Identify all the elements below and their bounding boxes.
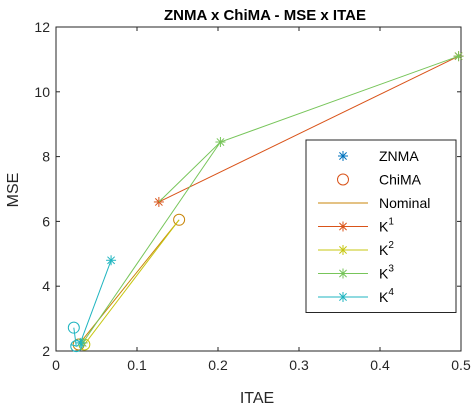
legend-marker-1 <box>337 173 349 186</box>
legend-sup-4: 2 <box>388 240 394 251</box>
legend-label-0: ZNMA <box>379 148 419 164</box>
series-6-line <box>70 327 77 347</box>
legend-item-1: ChiMA <box>337 172 422 188</box>
chart-title: ZNMA x ChiMA - MSE x ITAE <box>164 7 366 24</box>
x-axis-label: ITAE <box>240 390 274 407</box>
series-layer <box>67 51 464 353</box>
y-tick-label-3: 8 <box>42 149 50 165</box>
x-tick-label-2: 0.2 <box>208 357 228 373</box>
x-tick-label-5: 0.5 <box>451 357 471 373</box>
series-5-point-0 <box>106 255 117 266</box>
y-tick-label-1: 4 <box>42 278 50 294</box>
legend-marker-5 <box>338 268 348 279</box>
legend-marker-0 <box>338 151 348 161</box>
legend-item-0: ZNMA <box>338 148 419 164</box>
legend-item-3: K1 <box>318 217 394 235</box>
series-2-line <box>83 219 180 345</box>
legend-label-1: ChiMA <box>379 172 422 188</box>
legend-sup-6: 4 <box>388 287 394 298</box>
legend-marker-4 <box>338 245 348 255</box>
series-5-line <box>79 260 112 344</box>
series-6-point-0 <box>67 321 80 334</box>
legend-sup-5: 3 <box>388 264 394 275</box>
legend-item-2: Nominal <box>318 195 430 211</box>
series-0-line <box>158 55 459 203</box>
series-6-point-1 <box>70 340 83 353</box>
x-tick-label-3: 0.3 <box>289 357 309 373</box>
series-4-line <box>82 141 221 344</box>
legend-sup-3: 1 <box>388 217 394 228</box>
x-tick-label-0: 0 <box>52 357 60 373</box>
series-6 <box>67 321 83 353</box>
y-axis-label: MSE <box>5 173 22 208</box>
y-tick-label-4: 10 <box>34 84 50 100</box>
y-tick-label-2: 6 <box>42 213 50 229</box>
x-tick-label-4: 0.4 <box>370 357 390 373</box>
y-tick-label-5: 12 <box>34 19 50 35</box>
series-1-point-0 <box>173 213 186 226</box>
legend-marker-3 <box>338 221 348 232</box>
x-tick-label-1: 0.1 <box>127 357 147 373</box>
series-3-point-1 <box>215 137 226 148</box>
series-3-point-0 <box>453 51 464 62</box>
y-tick-label-0: 2 <box>42 343 50 359</box>
legend-label-2: Nominal <box>379 195 430 211</box>
legend-marker-6 <box>338 292 348 302</box>
